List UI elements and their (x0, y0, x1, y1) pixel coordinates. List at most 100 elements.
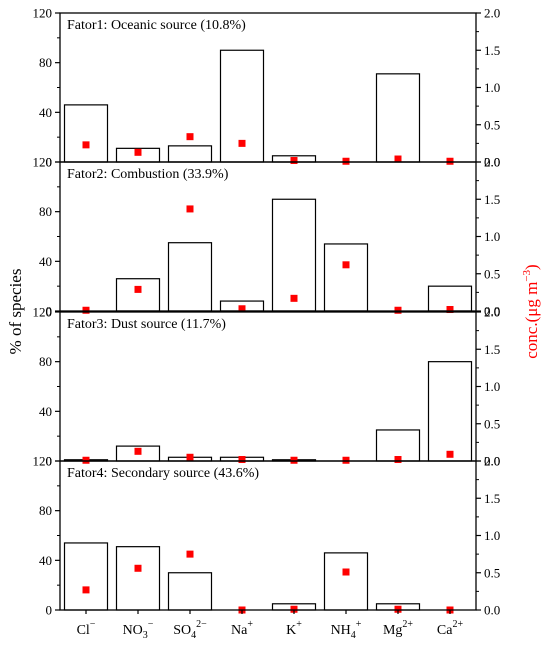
right-tick-label: 1.0 (484, 528, 500, 543)
panel-3: 0 40 80 120 0.0 0.5 1.0 1.5 2.0 Fator3: Dust sour… (33, 305, 501, 469)
bar-3-8 (427, 361, 473, 462)
left-tick-label: 120 (33, 454, 53, 469)
x-tick-label: Mg2+ (383, 619, 413, 638)
point-4-3 (186, 550, 194, 558)
point-2-6 (342, 261, 350, 269)
left-tick-label: 0 (46, 603, 53, 618)
point-4-5 (290, 605, 298, 613)
point-1-5 (290, 157, 298, 165)
panel-title: Fator3: Dust source (11.7%) (67, 317, 226, 332)
point-2-1 (82, 306, 90, 314)
x-tick-label: NH4+ (331, 619, 362, 641)
left-tick-label: 0 (46, 454, 53, 469)
bar-1-1 (63, 104, 109, 163)
point-3-7 (394, 456, 402, 464)
right-tick-label: 0.0 (484, 603, 500, 618)
left-tick-label: 120 (33, 305, 53, 320)
right-tick-label: 2.0 (484, 155, 500, 170)
point-3-3 (186, 453, 194, 461)
x-axis: Cl− NO3− SO42− Na+ K+ NH4+ Mg2+ Ca2+ (77, 610, 464, 641)
point-2-7 (394, 306, 402, 314)
panel-title: Fator1: Oceanic source (10.8%) (67, 18, 246, 33)
x-tick-label: Na+ (231, 619, 253, 638)
y-axis-right-title: conc.(μg m−3) (521, 264, 541, 358)
x-tick-label: Ca2+ (437, 619, 464, 638)
left-tick-label: 0 (46, 155, 53, 170)
left-tick-label: 40 (39, 404, 52, 419)
point-1-4 (238, 139, 246, 147)
right-tick-label: 2.0 (484, 6, 500, 21)
right-tick-label: 1.0 (484, 229, 500, 244)
point-1-6 (342, 157, 350, 165)
left-tick-label: 80 (39, 354, 52, 369)
right-tick-label: 2.0 (484, 454, 500, 469)
left-tick-label: 80 (39, 204, 52, 219)
point-4-2 (134, 564, 142, 572)
x-tick-label: NO3− (123, 619, 154, 641)
bar-4-6 (323, 552, 369, 611)
left-tick-label: 40 (39, 105, 52, 120)
bar-2-2 (115, 278, 161, 312)
x-tick-label: Cl− (77, 619, 96, 638)
left-tick-label: 0 (46, 304, 53, 319)
point-1-2 (134, 148, 142, 156)
x-tick-label: K+ (286, 619, 302, 638)
point-3-2 (134, 447, 142, 455)
left-tick-label: 120 (33, 155, 53, 170)
panel-title: Fator4: Secondary source (43.6%) (67, 466, 259, 481)
point-2-3 (186, 205, 194, 213)
bar-4-2 (115, 546, 161, 611)
left-tick-label: 120 (33, 6, 53, 21)
right-tick-label: 1.5 (484, 342, 500, 357)
point-3-5 (290, 456, 298, 464)
point-1-8 (446, 157, 454, 165)
bar-1-7 (375, 73, 421, 163)
right-tick-label: 1.0 (484, 379, 500, 394)
point-1-7 (394, 155, 402, 163)
point-2-4 (238, 305, 246, 313)
left-tick-label: 40 (39, 553, 52, 568)
right-tick-label: 0.0 (484, 155, 500, 170)
bar-1-3 (167, 145, 213, 163)
x-tick-label: SO42− (173, 619, 207, 641)
panel-title: Fator2: Combustion (33.9%) (67, 167, 229, 182)
right-tick-label: 1.5 (484, 192, 500, 207)
point-1-1 (82, 141, 90, 149)
y-axis-left-title: % of species (6, 269, 25, 355)
panel-1: 0 40 80 120 0.0 0.5 1.0 1.5 2.0 Fator1: Oceanic s… (33, 6, 501, 170)
chart-panels: 0 40 80 120 0.0 0.5 1.0 1.5 2.0 Fator1: Oceanic s… (33, 6, 501, 618)
point-3-6 (342, 456, 350, 464)
point-3-4 (238, 456, 246, 464)
panel-2: 0 40 80 120 0.0 0.5 1.0 1.5 2.0 Fator2: Combustio… (33, 155, 501, 319)
left-tick-label: 80 (39, 503, 52, 518)
right-tick-label: 0.5 (484, 266, 500, 281)
right-tick-label: 0.5 (484, 565, 500, 580)
left-tick-label: 80 (39, 55, 52, 70)
left-tick-label: 40 (39, 254, 52, 269)
bar-2-6 (323, 243, 369, 312)
point-3-1 (82, 456, 90, 464)
right-tick-label: 1.5 (484, 491, 500, 506)
point-1-3 (186, 133, 194, 141)
panel-4: 0 40 80 120 0.0 0.5 1.0 1.5 2.0 Fator4: Secondary… (33, 454, 501, 618)
right-tick-label: 1.0 (484, 80, 500, 95)
bar-2-5 (271, 198, 317, 312)
point-2-5 (290, 294, 298, 302)
point-4-7 (394, 605, 402, 613)
point-3-8 (446, 450, 454, 458)
bar-2-3 (167, 242, 213, 312)
bar-3-7 (375, 429, 421, 462)
point-4-6 (342, 568, 350, 576)
right-tick-label: 1.5 (484, 43, 500, 58)
right-tick-label: 0.0 (484, 304, 500, 319)
bar-4-3 (167, 572, 213, 611)
right-tick-label: 0.5 (484, 117, 500, 132)
right-tick-label: 0.5 (484, 416, 500, 431)
right-tick-label: 2.0 (484, 305, 500, 320)
right-tick-label: 0.0 (484, 454, 500, 469)
bar-4-1 (63, 542, 109, 611)
point-2-2 (134, 285, 142, 293)
point-2-8 (446, 306, 454, 314)
point-4-1 (82, 586, 90, 594)
